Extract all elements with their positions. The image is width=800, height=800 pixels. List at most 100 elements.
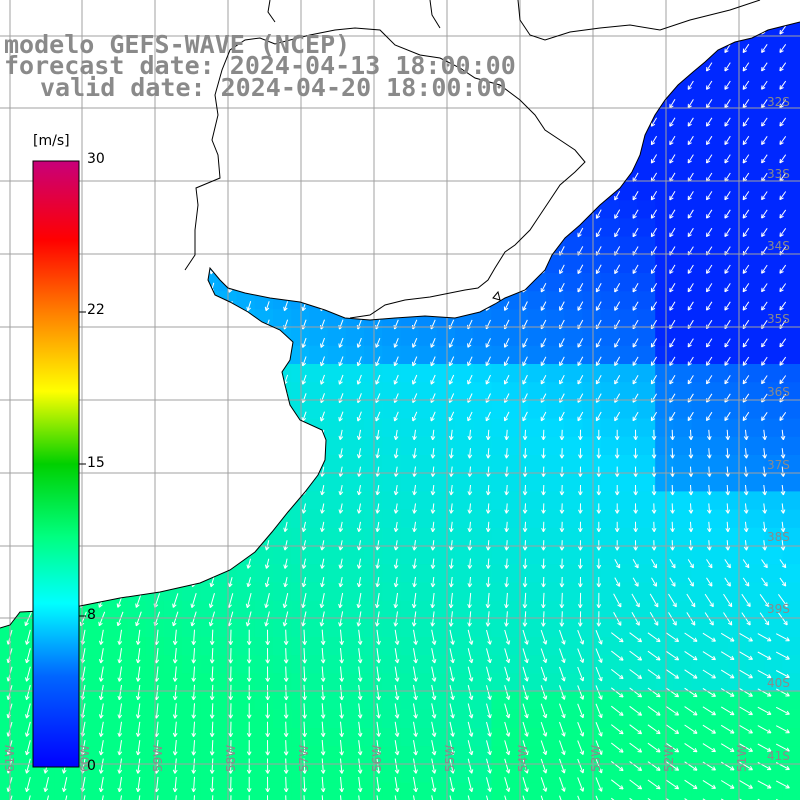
speed-cell (418, 673, 438, 693)
speed-cell (364, 436, 383, 456)
speed-cell (709, 218, 729, 238)
speed-cell (527, 564, 547, 583)
speed-cell (564, 782, 583, 800)
speed-cell (764, 564, 784, 583)
speed-cell (709, 764, 729, 784)
colorbar-tick-22: 22 (87, 302, 105, 318)
speed-cell (564, 473, 583, 492)
speed-cell (273, 600, 292, 620)
speed-cell (436, 728, 456, 747)
speed-cell (327, 382, 347, 401)
speed-cell (637, 273, 656, 292)
speed-cell (728, 637, 747, 656)
speed-cell (564, 436, 583, 456)
speed-cell (746, 127, 765, 147)
speed-cell (364, 382, 383, 401)
speed-cell (673, 509, 693, 529)
longitude-label: 52W (662, 745, 676, 772)
speed-cell (236, 582, 256, 602)
speed-cell (382, 637, 401, 656)
speed-cell (655, 546, 674, 565)
speed-cell (709, 91, 729, 110)
speed-cell (600, 436, 620, 456)
speed-cell (327, 709, 347, 729)
speed-cell (600, 546, 620, 565)
speed-cell (582, 364, 602, 383)
speed-cell (200, 582, 219, 602)
speed-cell (655, 327, 674, 347)
speed-cell (637, 418, 656, 438)
speed-cell (655, 273, 674, 292)
speed-cell (709, 436, 729, 456)
speed-cell (473, 309, 492, 329)
speed-cell (691, 236, 711, 256)
speed-cell (728, 600, 747, 620)
speed-cell (618, 345, 638, 365)
speed-cell (655, 127, 674, 147)
speed-cell (491, 546, 511, 565)
speed-cell (655, 218, 674, 238)
valid-date: valid date: 2024-04-20 18:00:00 (40, 73, 507, 102)
speed-cell (91, 746, 110, 765)
speed-cell (746, 455, 765, 474)
speed-cell (746, 218, 765, 238)
speed-cell (418, 327, 438, 347)
speed-cell (782, 72, 800, 92)
speed-cell (691, 509, 711, 529)
speed-cell (618, 254, 638, 274)
speed-cell (527, 364, 547, 383)
speed-cell (600, 254, 620, 274)
speed-cell (709, 564, 729, 583)
speed-cell (345, 509, 365, 529)
speed-cell (473, 327, 492, 347)
speed-cell (746, 418, 765, 438)
speed-cell (728, 309, 747, 329)
speed-cell (400, 582, 420, 602)
speed-cell (527, 327, 547, 347)
speed-cell (400, 618, 420, 638)
speed-cell (400, 345, 420, 365)
speed-cell (746, 273, 765, 292)
speed-cell (582, 637, 602, 656)
speed-cell (127, 673, 147, 693)
speed-cell (709, 72, 729, 92)
speed-cell (400, 509, 420, 529)
speed-cell (691, 200, 711, 219)
speed-cell (327, 782, 347, 800)
speed-cell (127, 728, 147, 747)
speed-cell (655, 455, 674, 474)
speed-cell (655, 491, 674, 511)
speed-cell (327, 473, 347, 492)
speed-cell (764, 546, 784, 565)
speed-cell (18, 728, 37, 747)
speed-cell (327, 546, 347, 565)
speed-cell (273, 582, 292, 602)
speed-cell (764, 618, 784, 638)
speed-cell (327, 327, 347, 347)
speed-cell (673, 182, 693, 201)
speed-cell (782, 182, 800, 201)
speed-cell (182, 782, 201, 800)
speed-cell (764, 273, 784, 292)
latitude-label: 32S (767, 95, 790, 109)
speed-cell (236, 764, 256, 784)
speed-cell (109, 655, 128, 674)
speed-cell (0, 709, 19, 729)
speed-cell (673, 291, 693, 310)
speed-cell (418, 709, 438, 729)
speed-cell (637, 236, 656, 256)
colorbar (32, 160, 86, 768)
speed-cell (491, 491, 511, 511)
speed-cell (364, 691, 383, 711)
speed-cell (327, 582, 347, 602)
speed-cell (691, 709, 711, 729)
speed-cell (273, 782, 292, 800)
speed-cell (418, 582, 438, 602)
speed-cell (618, 473, 638, 492)
speed-cell (673, 236, 693, 256)
speed-cell (455, 327, 474, 347)
colorbar-tick-8: 8 (87, 607, 96, 623)
speed-cell (582, 600, 602, 620)
speed-cell (673, 564, 693, 583)
speed-cell (509, 782, 529, 800)
